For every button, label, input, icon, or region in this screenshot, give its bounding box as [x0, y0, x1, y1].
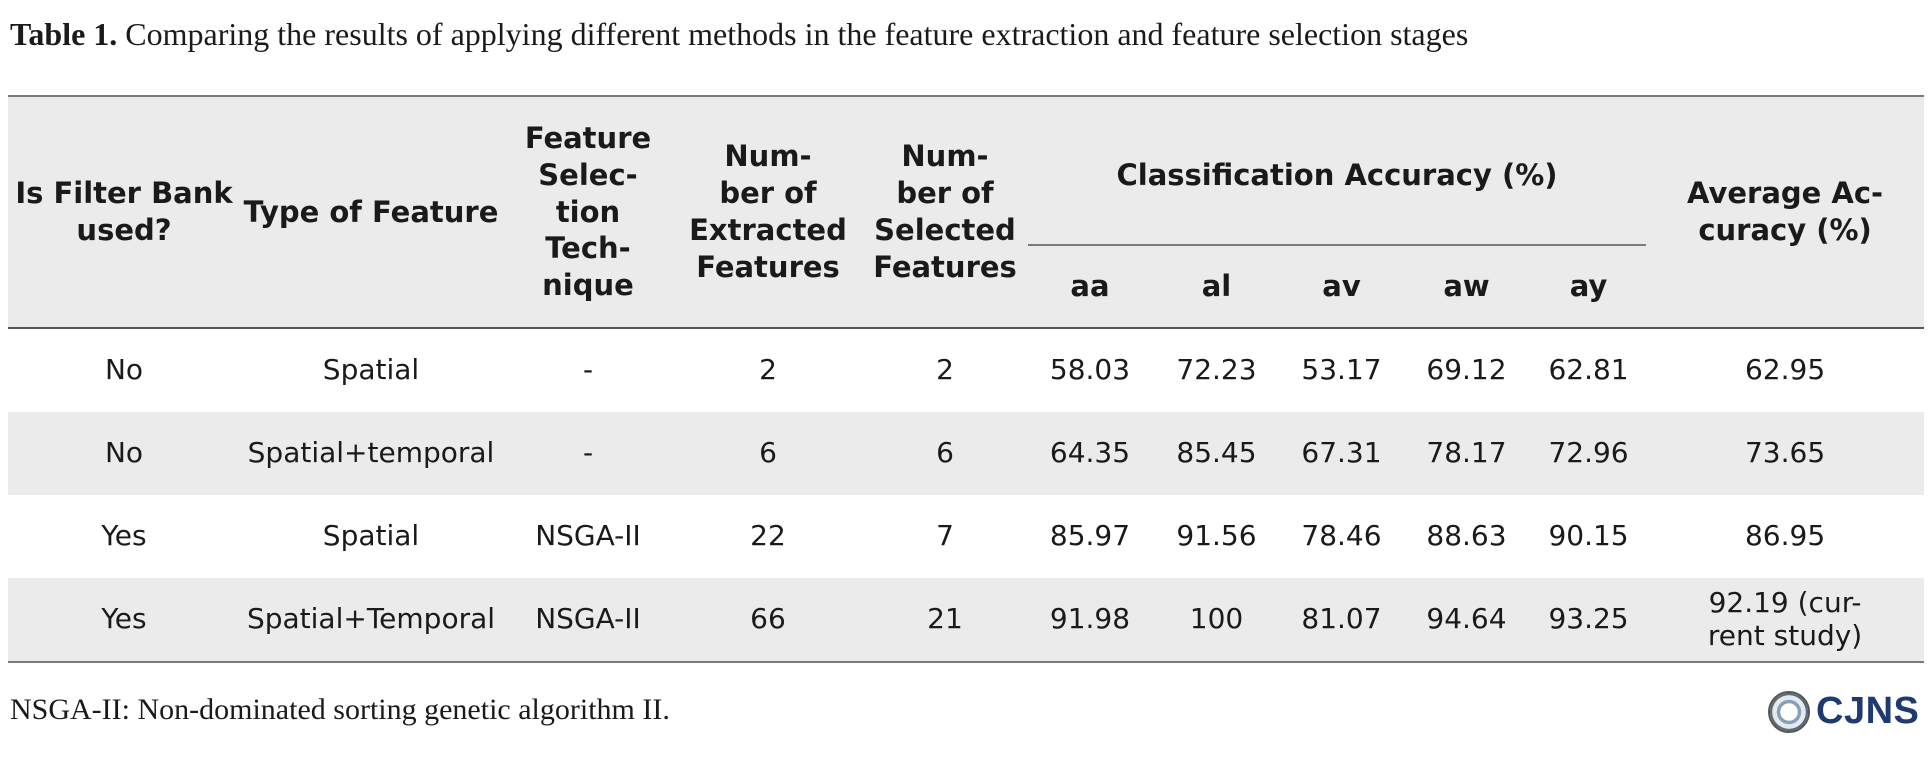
cell-aa: 58.03 [1049, 353, 1131, 387]
header-subject-al: al [1152, 245, 1281, 329]
table-caption: Table 1. Comparing the results of applyi… [10, 16, 1468, 53]
cell-average: 73.65 [1646, 412, 1925, 495]
cell-technique: - [502, 412, 674, 495]
cell-type: Spatial [322, 353, 420, 387]
cell-al: 85.45 [1152, 412, 1281, 495]
table-row: Yes Spatial+Temporal NSGA-II 66 21 91.98… [8, 578, 1925, 663]
header-feature-selection-technique: Feature Selec-tion Tech-nique [502, 95, 674, 329]
cell-ay: 90.15 [1548, 519, 1629, 553]
cell-extracted: 6 [674, 412, 862, 495]
cell-type: Spatial+Temporal [240, 578, 502, 663]
cell-al: 72.23 [1176, 353, 1257, 387]
journal-logo: CJNS [1768, 690, 1919, 733]
cell-ay: 72.96 [1531, 412, 1647, 495]
cell-aw: 78.17 [1402, 412, 1531, 495]
results-table: Is Filter Bank used? Type of Feature Feat… [8, 95, 1925, 663]
journal-seal-icon [1768, 690, 1810, 733]
cell-type: Spatial+temporal [240, 412, 502, 495]
cell-al: 91.56 [1176, 519, 1257, 553]
cell-average: 62.95 [1744, 353, 1826, 387]
cell-average: 86.95 [1744, 519, 1826, 553]
cell-selected: 21 [862, 578, 1028, 663]
cell-filter-bank: No [8, 412, 240, 495]
cell-av: 67.31 [1281, 412, 1402, 495]
cell-selected: 7 [936, 519, 954, 553]
table-row: No Spatial - 2 2 58.03 72.23 53.17 69.12… [8, 328, 1924, 412]
table-caption-text: Comparing the results of applying differ… [117, 16, 1469, 52]
header-classification-accuracy: Classification Accuracy (%) [1028, 95, 1647, 246]
cell-filter-bank: No [104, 353, 144, 387]
cell-filter-bank: Yes [8, 578, 240, 663]
cell-ay: 62.81 [1548, 353, 1629, 387]
cell-technique: NSGA-II [535, 519, 641, 553]
header-subject-ay: ay [1531, 245, 1647, 329]
cell-type: Spatial [322, 519, 420, 553]
table-row: No Spatial+temporal - 6 6 64.35 85.45 67… [8, 412, 1925, 495]
cell-selected: 6 [862, 412, 1028, 495]
cell-technique: - [582, 353, 594, 387]
cell-extracted: 22 [750, 519, 786, 553]
cell-aa: 85.97 [1049, 519, 1131, 553]
cell-technique: NSGA-II [502, 578, 674, 663]
header-filter-bank: Is Filter Bank used? [8, 95, 240, 329]
cell-aa: 91.98 [1028, 578, 1152, 663]
cell-extracted: 2 [759, 353, 777, 387]
table-footnote: NSGA-II: Non-dominated sorting genetic a… [10, 693, 670, 726]
cell-aa: 64.35 [1028, 412, 1152, 495]
cell-selected: 2 [936, 353, 954, 387]
header-number-extracted: Num-ber of Extracted Features [674, 95, 862, 329]
cell-aw: 88.63 [1426, 519, 1507, 553]
cell-al: 100 [1152, 578, 1281, 663]
cell-average: 92.19 (cur-rent study) [1646, 578, 1925, 663]
cell-av: 53.17 [1301, 353, 1382, 387]
header-number-selected: Num-ber of Selected Features [862, 95, 1028, 329]
cell-aw: 94.64 [1402, 578, 1531, 663]
cell-aw: 69.12 [1426, 353, 1507, 387]
header-subject-av: av [1281, 245, 1402, 329]
cell-av: 81.07 [1281, 578, 1402, 663]
table-row: Yes Spatial NSGA-II 22 7 85.97 91.56 78.… [8, 495, 1924, 578]
cell-extracted: 66 [674, 578, 862, 663]
header-subject-aa: aa [1028, 245, 1152, 329]
cell-ay: 93.25 [1531, 578, 1647, 663]
journal-logo-text: CJNS [1816, 690, 1920, 732]
table-caption-label: Table 1. [10, 16, 118, 52]
cell-av: 78.46 [1301, 519, 1382, 553]
cell-filter-bank: Yes [101, 519, 147, 553]
header-type-of-feature: Type of Feature [240, 95, 502, 329]
header-average-accuracy: Average Ac-curacy (%) [1646, 95, 1925, 329]
header-subject-aw: aw [1402, 245, 1531, 329]
